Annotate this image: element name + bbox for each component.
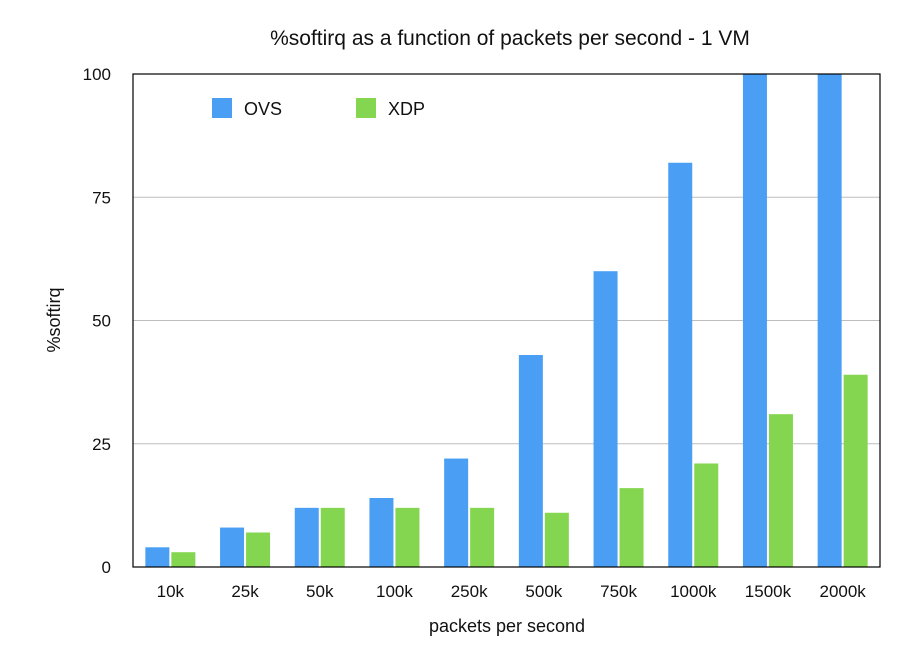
bar-ovs-1000k [668, 162, 693, 568]
y-tick-labels: 0 25 50 75 100 [83, 65, 111, 577]
bar-xdp-2000k [843, 374, 868, 567]
bar-ovs-10k [145, 547, 170, 567]
legend: OVS XDP [212, 98, 425, 119]
legend-label-xdp: XDP [388, 99, 425, 119]
bar-xdp-50k [320, 507, 345, 567]
bar-ovs-2000k [817, 74, 842, 567]
y-tick-label: 0 [102, 558, 111, 577]
x-tick-label: 500k [525, 582, 562, 601]
bar-xdp-1000k [694, 463, 719, 567]
bar-xdp-1500k [768, 414, 793, 567]
x-tick-labels: 10k 25k 50k 100k 250k 500k 750k 1000k 1500k 2000k [157, 582, 867, 601]
bar-ovs-50k [294, 507, 319, 567]
bar-xdp-100k [395, 507, 420, 567]
bar-ovs-750k [593, 271, 618, 567]
bar-ovs-1500k [742, 74, 767, 567]
bar-ovs-100k [369, 497, 394, 567]
bar-xdp-25k [246, 532, 271, 567]
bar-xdp-250k [470, 507, 495, 567]
x-tick-label: 250k [451, 582, 488, 601]
x-tick-label: 1500k [745, 582, 792, 601]
x-tick-label: 50k [306, 582, 334, 601]
bar-xdp-10k [171, 552, 196, 567]
x-tick-label: 750k [600, 582, 637, 601]
plot-frame [132, 73, 881, 568]
bar-xdp-750k [619, 488, 644, 567]
y-axis-label: %softirq [44, 287, 64, 352]
legend-swatch-xdp [356, 98, 376, 118]
bar-ovs-250k [444, 458, 469, 567]
x-tick-label: 1000k [670, 582, 717, 601]
chart-title: %softirq as a function of packets per se… [270, 27, 750, 50]
bars-group [145, 74, 868, 568]
x-tick-label: 2000k [819, 582, 866, 601]
x-tick-label: 25k [231, 582, 259, 601]
x-axis-label: packets per second [429, 616, 585, 636]
y-tick-label: 50 [92, 312, 111, 331]
x-tick-label: 100k [376, 582, 413, 601]
y-tick-label: 75 [92, 188, 111, 207]
x-tick-label: 10k [157, 582, 185, 601]
legend-label-ovs: OVS [244, 99, 282, 119]
legend-swatch-ovs [212, 98, 232, 118]
y-tick-label: 25 [92, 435, 111, 454]
bar-ovs-500k [518, 355, 543, 567]
bar-xdp-500k [544, 512, 569, 567]
bar-ovs-25k [220, 527, 245, 567]
gridlines [133, 196, 880, 445]
y-tick-label: 100 [83, 65, 111, 84]
